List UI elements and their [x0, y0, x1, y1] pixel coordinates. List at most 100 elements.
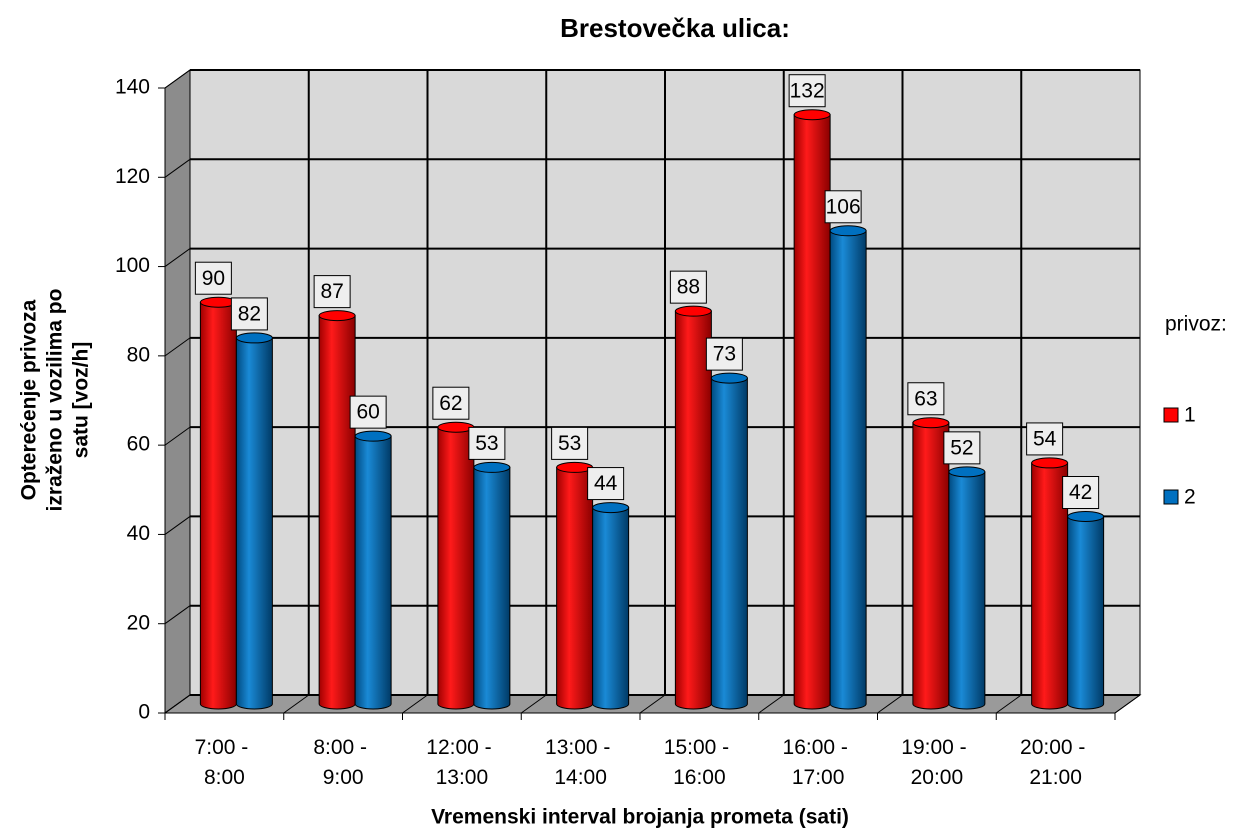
left-wall [164, 69, 191, 714]
bar-body [674, 310, 712, 710]
y-tick-label: 20 [127, 611, 150, 634]
bar [354, 430, 392, 710]
value-label-box [587, 467, 625, 501]
floor-divider [402, 694, 428, 714]
bar-body [710, 377, 748, 710]
grid-line [164, 605, 191, 625]
bar [1067, 511, 1105, 710]
bar [437, 421, 475, 710]
bar-top [354, 430, 392, 442]
x-tick-label: 8:00 - 9:00 [313, 736, 373, 789]
grid-line [164, 516, 191, 535]
y-tick-label: 80 [127, 343, 150, 366]
bar-top [829, 225, 867, 237]
bar-top [235, 332, 273, 344]
bar [199, 296, 237, 710]
bar [318, 310, 356, 710]
bar-top [1031, 457, 1069, 469]
bar-body [1067, 516, 1105, 710]
value-label-box [468, 426, 506, 460]
floor-divider [995, 694, 1022, 714]
value-label: 82 [238, 302, 261, 325]
floor-divider [1114, 694, 1141, 714]
chart-title: Brestovečka ulica: [560, 13, 790, 43]
legend-title: privoz: [1165, 313, 1227, 336]
y-tick-label: 60 [127, 433, 150, 456]
value-label: 42 [1069, 481, 1092, 504]
value-label-box [907, 382, 945, 416]
value-label-box [943, 431, 981, 465]
bar-body [473, 466, 511, 710]
bar-body [199, 301, 237, 710]
grid-line [164, 248, 191, 267]
floor-divider [758, 694, 785, 714]
y-tick-label: 100 [115, 254, 150, 277]
value-label-box [788, 74, 826, 108]
bar-body [318, 315, 356, 710]
value-label: 54 [1033, 427, 1057, 450]
floor-divider [877, 694, 903, 714]
value-label: 90 [202, 267, 225, 290]
value-label: 44 [594, 472, 618, 495]
bar [829, 225, 867, 710]
bar-body [235, 337, 273, 710]
x-tick-label: 12:00 - 13:00 [426, 736, 497, 789]
x-tick-label: 20:00 - 21:00 [1020, 736, 1091, 789]
y-axis-title: Opterećenje privoza izraženo u vozilima … [18, 289, 93, 512]
x-tick-label: 16:00 - 17:00 [783, 736, 854, 789]
floor-divider [283, 694, 310, 714]
bar-body [556, 466, 594, 710]
legend-swatch [1163, 489, 1179, 505]
floor-divider [639, 694, 666, 714]
legend-swatch [1163, 407, 1179, 423]
legend-label: 1 [1184, 404, 1196, 427]
y-tick-label: 120 [115, 165, 150, 188]
x-axis-title: Vremenski interval brojanja prometa (sat… [431, 806, 849, 829]
bar-body [912, 422, 950, 710]
bar [592, 502, 630, 710]
y-axis-title-line: satu [voz/h] [70, 342, 93, 459]
bar-body [592, 507, 630, 710]
grid-line [164, 69, 191, 89]
bar-top [912, 417, 950, 429]
value-label-box [313, 275, 351, 309]
bar-top [473, 461, 511, 473]
y-tick-label: 40 [127, 522, 150, 545]
bar-top [592, 502, 630, 514]
value-label-box [551, 426, 589, 460]
grid-line [164, 426, 191, 446]
bar-body [829, 230, 867, 710]
floor-divider [520, 694, 547, 714]
value-label-box [194, 261, 232, 295]
floor-divider [164, 694, 191, 714]
x-tick-label: 13:00 - 14:00 [545, 736, 616, 789]
value-label: 88 [677, 276, 700, 299]
value-label: 53 [558, 432, 581, 455]
value-label: 53 [475, 432, 498, 455]
bar-top [948, 466, 986, 478]
bar [710, 372, 748, 710]
value-label-box [824, 190, 862, 224]
value-label-box [1062, 476, 1100, 509]
value-label: 106 [826, 195, 861, 218]
y-axis-title-line: Opterećenje privoza [18, 299, 41, 500]
y-axis-title-line: izraženo u vozilima po [44, 289, 67, 512]
bar [235, 332, 273, 710]
bar [674, 305, 712, 710]
bar-body [354, 435, 392, 710]
value-label-box [1026, 422, 1064, 456]
x-tick-label: 19:00 - 20:00 [901, 736, 972, 789]
legend-label: 2 [1184, 486, 1196, 509]
value-label: 73 [713, 343, 736, 366]
x-tick-label: 7:00 - 8:00 [195, 736, 255, 789]
value-label: 60 [356, 401, 379, 424]
bar-body [948, 471, 986, 710]
value-label-box [349, 395, 387, 429]
value-label-box [669, 270, 707, 304]
bar [912, 417, 950, 710]
y-tick-label: 0 [138, 701, 150, 724]
bar [948, 466, 986, 710]
value-label-box [230, 297, 268, 331]
bar-top [793, 109, 831, 121]
bar-top [1067, 511, 1105, 522]
